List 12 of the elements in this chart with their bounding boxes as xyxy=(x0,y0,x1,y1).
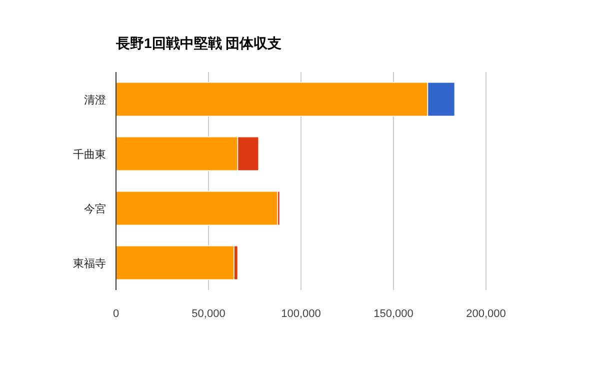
y-tick-label: 千曲東 xyxy=(73,148,106,161)
y-tick-label: 東福寺 xyxy=(73,256,106,270)
x-tick-label: 200,000 xyxy=(466,308,506,320)
x-tick-label: 0 xyxy=(112,308,120,320)
chart-title: 長野1回戦中堅戦 団体収支 xyxy=(115,35,282,51)
y-tick-label: 清澄 xyxy=(84,93,106,106)
x-tick-label: 150,000 xyxy=(374,308,414,320)
x-tick-label: 50,000 xyxy=(192,308,226,320)
bar xyxy=(116,245,234,280)
bar xyxy=(116,190,278,226)
y-tick-label: 今宮 xyxy=(84,202,106,216)
x-tick-label: 100,000 xyxy=(281,308,321,320)
